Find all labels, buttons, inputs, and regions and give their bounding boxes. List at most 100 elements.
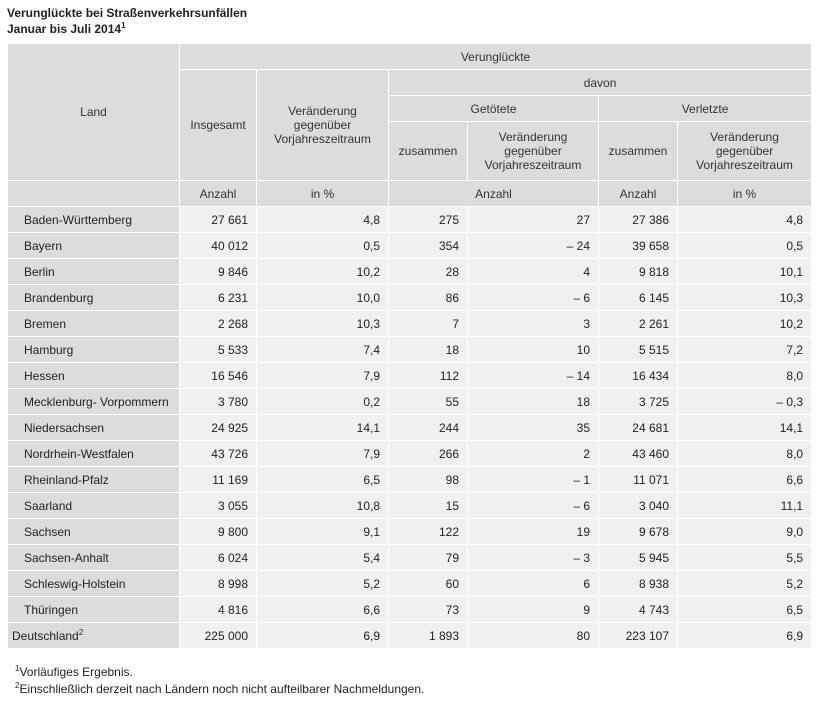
cell-insgesamt-pct: 5,2 — [256, 570, 389, 597]
cell-getoetete-chg: 2 — [467, 440, 599, 467]
cell-verletzte-pct: 8,0 — [676, 362, 813, 389]
footnote-marker: 2 — [15, 681, 20, 690]
cell-getoetete: 244 — [388, 414, 468, 441]
cell-getoetete: 73 — [388, 596, 468, 623]
cell-insgesamt: 24 925 — [179, 414, 257, 441]
cell-insgesamt-pct: 7,4 — [256, 336, 389, 363]
footnote-ref-1: 1 — [121, 21, 126, 30]
header-davon: davon — [387, 69, 813, 96]
cell-verletzte-pct: – 0,3 — [676, 388, 813, 415]
table-row: Schleswig-Holstein 8 998 5,2 60 6 8 938 5,2 — [7, 570, 813, 597]
cell-verletzte-pct: 6,9 — [676, 622, 813, 649]
cell-land: Berlin — [7, 258, 180, 285]
cell-verletzte-pct: 11,1 — [676, 492, 813, 519]
footnote-ref-2: 2 — [78, 627, 84, 637]
footnote-text: Vorläufiges Ergebnis. — [19, 665, 133, 679]
cell-getoetete: 98 — [388, 466, 468, 493]
cell-getoetete-chg: 19 — [467, 518, 599, 545]
table-row-total: Deutschland2 225 000 6,9 1 893 80 223 10… — [7, 622, 813, 649]
cell-insgesamt: 43 726 — [179, 440, 257, 467]
cell-getoetete: 15 — [388, 492, 468, 519]
header-getoetete-veraenderung: Veränderung gegenüber Vorjahreszeitraum — [467, 121, 599, 181]
cell-verletzte-pct: 10,2 — [676, 310, 813, 337]
cell-getoetete: 112 — [388, 362, 468, 389]
cell-insgesamt: 4 816 — [179, 596, 257, 623]
footnotes: 1Vorläufiges Ergebnis. 2Einschließlich d… — [15, 664, 424, 698]
cell-getoetete: 86 — [388, 284, 468, 311]
footnote-2: 2Einschließlich derzeit nach Ländern noc… — [15, 681, 424, 698]
footnote-1: 1Vorläufiges Ergebnis. — [15, 664, 424, 681]
cell-getoetete: 55 — [388, 388, 468, 415]
accident-statistics-table: Land Verunglückte Insgesamt Veränderung … — [7, 43, 813, 649]
header-getoetete: Getötete — [388, 95, 599, 122]
cell-getoetete: 28 — [388, 258, 468, 285]
cell-verletzte: 27 386 — [598, 206, 678, 233]
cell-verletzte: 223 107 — [598, 622, 678, 649]
cell-insgesamt: 2 268 — [179, 310, 257, 337]
unit-verletzte: Anzahl — [598, 180, 678, 207]
cell-insgesamt: 225 000 — [179, 622, 257, 649]
cell-land: Saarland — [7, 492, 180, 519]
cell-verletzte-pct: 5,2 — [676, 570, 813, 597]
table-row: Bremen 2 268 10,3 7 3 2 261 10,2 — [7, 310, 813, 337]
table-row: Rheinland-Pfalz 11 169 6,5 98– 1 11 071 6,6 — [7, 466, 813, 493]
header-verunglueckte: Verunglückte — [178, 43, 813, 70]
cell-getoetete: 266 — [388, 440, 468, 467]
cell-insgesamt: 16 546 — [179, 362, 257, 389]
cell-getoetete: 275 — [388, 206, 468, 233]
unit-getoetete: Anzahl — [388, 180, 599, 207]
cell-insgesamt: 11 169 — [179, 466, 257, 493]
cell-getoetete: 354 — [388, 232, 468, 259]
cell-verletzte: 9 678 — [598, 518, 678, 545]
cell-insgesamt-pct: 6,5 — [256, 466, 389, 493]
table-row: Bayern 40 012 0,5 354– 24 39 658 0,5 — [7, 232, 813, 259]
cell-verletzte: 39 658 — [598, 232, 678, 259]
cell-verletzte-pct: 14,1 — [676, 414, 813, 441]
cell-land: Nordrhein-Westfalen — [7, 440, 180, 467]
cell-getoetete-chg: 9 — [467, 596, 599, 623]
cell-land: Hamburg — [7, 336, 180, 363]
cell-land: Sachsen — [7, 518, 180, 545]
header-verletzte-veraenderung: Veränderung gegenüber Vorjahreszeitraum — [676, 121, 813, 181]
cell-verletzte-pct: 6,6 — [676, 466, 813, 493]
cell-verletzte: 3 040 — [598, 492, 678, 519]
cell-verletzte-pct: 9,0 — [676, 518, 813, 545]
table-row: Hessen 16 546 7,9 112– 14 16 434 8,0 — [7, 362, 813, 389]
table-row: Berlin 9 846 10,2 28 4 9 818 10,1 — [7, 258, 813, 285]
table-row: Niedersachsen 24 925 14,1 244 35 24 681 14,1 — [7, 414, 813, 441]
cell-land: Schleswig-Holstein — [7, 570, 180, 597]
cell-insgesamt-pct: 6,9 — [256, 622, 389, 649]
cell-insgesamt-pct: 14,1 — [256, 414, 389, 441]
cell-getoetete: 122 — [388, 518, 468, 545]
cell-verletzte: 2 261 — [598, 310, 678, 337]
footnote-text: Einschließlich derzeit nach Ländern noch… — [19, 682, 425, 696]
cell-getoetete-chg: 3 — [467, 310, 599, 337]
cell-land: Sachsen-Anhalt — [7, 544, 180, 571]
cell-land: Rheinland-Pfalz — [7, 466, 180, 493]
cell-land: Baden-Württemberg — [7, 206, 180, 233]
cell-insgesamt-pct: 10,3 — [256, 310, 389, 337]
cell-verletzte-pct: 10,3 — [676, 284, 813, 311]
unit-verletzte-pct: in % — [676, 180, 813, 207]
cell-verletzte: 9 818 — [598, 258, 678, 285]
cell-land: Hessen — [7, 362, 180, 389]
header-getoetete-zusammen: zusammen — [388, 121, 468, 181]
unit-insgesamt-pct: in % — [256, 180, 389, 207]
title-line-1: Verunglückte bei Straßenverkehrsunfällen — [7, 6, 248, 20]
unit-empty — [7, 180, 180, 207]
cell-insgesamt-pct: 0,2 — [256, 388, 389, 415]
table-row: Mecklenburg- Vorpommern 3 780 0,2 55 18 3 725… — [7, 388, 813, 415]
cell-insgesamt: 3 780 — [179, 388, 257, 415]
cell-verletzte-pct: 8,0 — [676, 440, 813, 467]
cell-getoetete-chg: 27 — [467, 206, 599, 233]
cell-getoetete-chg: – 6 — [467, 284, 599, 311]
cell-getoetete: 18 — [388, 336, 468, 363]
cell-insgesamt-pct: 6,6 — [256, 596, 389, 623]
cell-getoetete-chg: – 14 — [467, 362, 599, 389]
table-row: Thüringen 4 816 6,6 73 9 4 743 6,5 — [7, 596, 813, 623]
cell-verletzte: 5 945 — [598, 544, 678, 571]
cell-insgesamt-pct: 10,8 — [256, 492, 389, 519]
cell-insgesamt-pct: 5,4 — [256, 544, 389, 571]
cell-land: Bremen — [7, 310, 180, 337]
land-name: Deutschland — [12, 628, 79, 643]
